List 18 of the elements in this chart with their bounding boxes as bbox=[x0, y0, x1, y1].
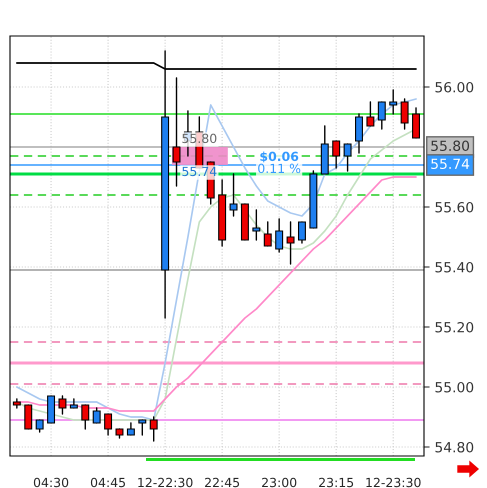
annotation: 0.11 % bbox=[258, 164, 300, 174]
y-tick-label: 55.20 bbox=[435, 322, 474, 332]
x-tick-label: 12-22:30 bbox=[138, 478, 192, 488]
y-tick-label: 55.60 bbox=[435, 202, 474, 212]
x-tick-label: 12-23:30 bbox=[366, 478, 421, 488]
annotation: 55.80 bbox=[182, 134, 216, 144]
x-tick-label: 04:45 bbox=[90, 478, 125, 488]
y-tick-label: 56.00 bbox=[435, 82, 474, 92]
x-tick-label: 23:15 bbox=[319, 478, 354, 488]
y-tick-label: 55.00 bbox=[435, 382, 474, 392]
x-tick-label: 22:45 bbox=[205, 478, 240, 488]
x-tick-label: 04:30 bbox=[34, 478, 68, 488]
ref-line-label: 55.80 bbox=[431, 140, 470, 152]
ref-line-label: 55.74 bbox=[431, 158, 470, 170]
y-tick-label: 55.40 bbox=[435, 262, 474, 272]
y-tick-label: 54.80 bbox=[435, 442, 474, 452]
x-tick-label: 23:00 bbox=[262, 478, 296, 488]
annotation: $0.06 bbox=[260, 151, 298, 163]
